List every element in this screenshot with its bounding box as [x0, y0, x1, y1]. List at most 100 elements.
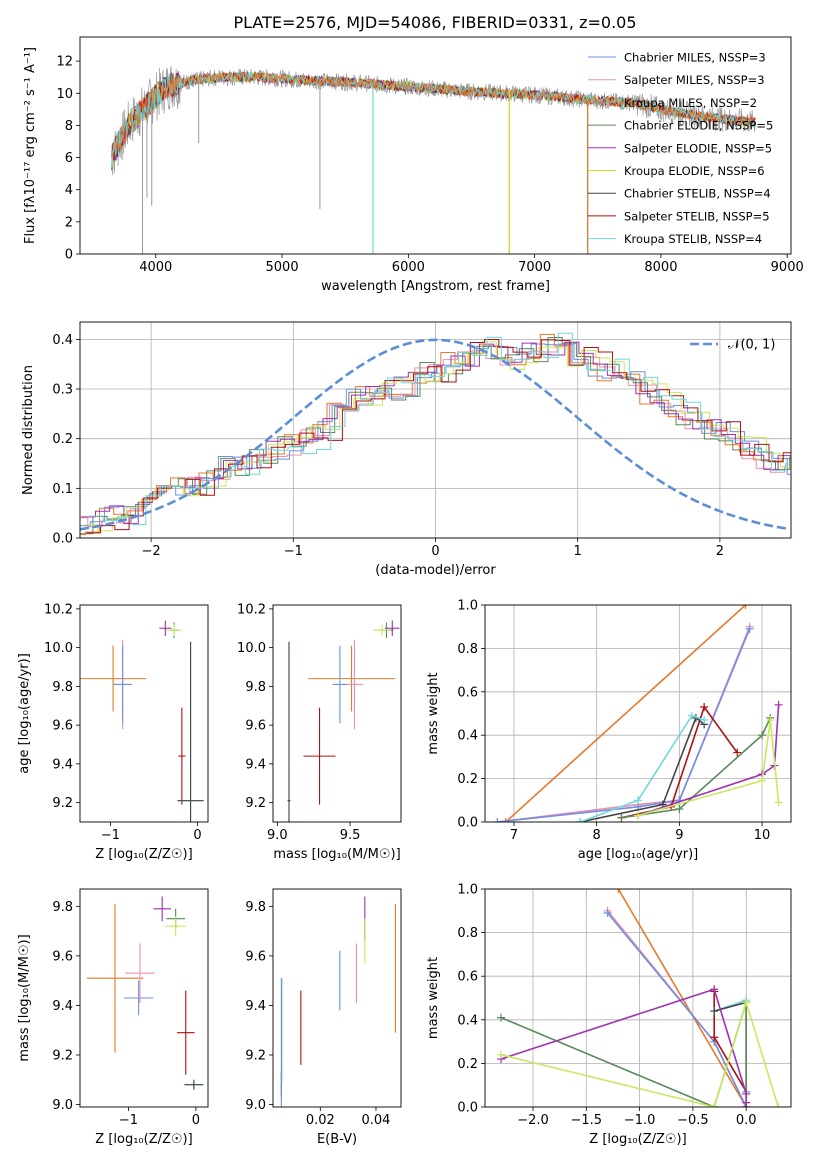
y-tick-label: 0.2 — [52, 432, 73, 447]
x-tick-label: 0.04 — [361, 1113, 390, 1128]
x-axis-label: Z [log₁₀(Z/Z☉)] — [95, 847, 192, 862]
series-marker-lime — [766, 716, 775, 725]
series-marker-chabrier_miles — [493, 818, 502, 822]
series-marker-lime — [758, 776, 767, 785]
plot-area-residual_histogram — [80, 332, 791, 536]
legend-entry: Chabrier MILES, NSSP=3 — [624, 51, 766, 65]
y-tick-label: 0.0 — [457, 1101, 478, 1116]
figure-title: PLATE=2576, MJD=54086, FIBERID=0331, z=0… — [233, 13, 636, 32]
series-marker-chabrier_stelib — [710, 1007, 719, 1016]
x-tick-label: 4000 — [139, 260, 172, 275]
legend-entry: Salpeter MILES, NSSP=3 — [624, 73, 765, 87]
series-marker-lime — [710, 1103, 719, 1107]
series-marker-chabrier_elodie — [496, 1013, 505, 1022]
series-line-chabrier_miles — [606, 912, 747, 1107]
y-tick-label: 10.0 — [44, 641, 73, 656]
series-line-salpeter_elodie — [500, 988, 747, 1103]
x-tick-label: 9.5 — [340, 828, 361, 843]
x-tick-label: −2 — [142, 544, 161, 559]
legend-entry: Chabrier STELIB, NSSP=4 — [624, 187, 771, 201]
panel-spectrum: 4000 5000 6000 7000 8000 9000 0 2 4 6 8 10 12 wavelen… — [23, 36, 804, 294]
y-axis-label: mass weight — [426, 672, 441, 754]
series-line-salpeter_miles — [497, 626, 751, 822]
y-tick-label: 1.0 — [457, 883, 478, 898]
x-tick-label: 0.02 — [306, 1113, 335, 1128]
x-tick-label: −1.0 — [624, 1113, 656, 1128]
x-tick-label: 0 — [193, 828, 201, 843]
y-tick-label: 0.8 — [457, 926, 478, 941]
axes-frame — [272, 888, 402, 1108]
y-tick-label: 9.8 — [245, 680, 266, 695]
x-tick-label: −1.5 — [571, 1113, 603, 1128]
axes-frame — [79, 604, 209, 823]
y-tick-label: 0.3 — [52, 383, 73, 398]
x-tick-label: 8000 — [644, 260, 677, 275]
histogram-steps-salpeter_miles — [80, 344, 791, 528]
series-line-chabrier_elodie — [621, 717, 772, 819]
x-axis-label: mass [log₁₀(M/M☉)] — [273, 847, 400, 862]
x-tick-label: 7000 — [518, 260, 551, 275]
panel-mass_vs_Z: −1 0 9.0 9.2 9.4 9.6 9.8 Z [log₁₀(Z/Z☉)] mass [l… — [17, 888, 209, 1147]
series-marker-salpeter_elodie — [710, 985, 719, 994]
plot-area-spectrum — [111, 65, 756, 254]
y-tick-label: 9.6 — [52, 719, 73, 734]
x-tick-label: −1 — [101, 828, 120, 843]
gaussian-curve — [80, 338, 789, 531]
x-axis-label: Z [log₁₀(Z/Z☉)] — [95, 1132, 192, 1147]
series-marker-chabrier_miles — [603, 908, 612, 917]
series-marker-lime — [742, 998, 751, 1007]
x-tick-label: 0.0 — [736, 1113, 757, 1128]
x-tick-label: 9.0 — [267, 828, 288, 843]
series-marker-chabrier_elodie — [758, 731, 767, 740]
y-tick-label: 9.2 — [52, 1048, 73, 1063]
spectrum-model-orange — [111, 71, 756, 156]
x-tick-label: 10 — [754, 828, 771, 843]
series-marker-salpeter_stelib — [733, 748, 742, 757]
x-axis-label: Z [log₁₀(Z/Z☉)] — [589, 1132, 686, 1147]
y-tick-label: 0.8 — [457, 642, 478, 657]
y-tick-label: 10.2 — [237, 602, 266, 617]
x-tick-label: 2 — [716, 544, 724, 559]
series-line-chabrier_miles — [497, 628, 751, 822]
series-line-chabrier_stelib — [579, 716, 705, 822]
series-marker-salpeter_stelib — [710, 1033, 719, 1042]
x-tick-label: 6000 — [392, 260, 425, 275]
histogram-steps-chabrier_miles — [80, 343, 791, 527]
y-tick-label: 8 — [65, 119, 73, 134]
y-tick-label: 2 — [65, 215, 73, 230]
y-axis-label: Normed distribution — [21, 365, 36, 495]
histogram-steps-orange — [80, 333, 791, 536]
y-tick-label: 9.2 — [245, 796, 266, 811]
y-tick-label: 0.6 — [457, 685, 478, 700]
plot-area-age_vs_Z — [80, 620, 204, 822]
y-tick-label: 9.6 — [52, 949, 73, 964]
y-tick-label: 9.6 — [245, 719, 266, 734]
y-tick-label: 9.4 — [52, 999, 73, 1014]
axes-frame — [79, 36, 792, 255]
x-tick-label: 0 — [192, 1113, 200, 1128]
y-tick-label: 9.0 — [245, 1098, 266, 1113]
y-tick-label: 9.8 — [52, 680, 73, 695]
y-tick-label: 1.0 — [457, 599, 478, 614]
panel-mass_weight_vs_age: 7 8 9 10 0.0 0.2 0.4 0.6 0.8 1.0 age [log₁₀(age/yr… — [426, 599, 792, 862]
y-tick-label: 10 — [56, 87, 73, 102]
y-tick-label: 10.2 — [44, 602, 73, 617]
y-tick-label: 9.4 — [245, 757, 266, 772]
series-line-salpeter_elodie — [637, 704, 780, 817]
y-tick-label: 0.2 — [457, 1057, 478, 1072]
x-tick-label: 8 — [593, 828, 601, 843]
series-marker-chabrier_elodie — [675, 804, 684, 813]
legend-entry: Chabrier ELODIE, NSSP=5 — [624, 119, 773, 133]
panel-age_vs_Z: −1 0 9.2 9.4 9.6 9.8 10.0 10.2 Z [log₁₀(Z/Z☉)] ag… — [17, 602, 209, 862]
y-tick-label: 9.2 — [245, 1048, 266, 1063]
y-tick-label: 9.2 — [52, 796, 73, 811]
histogram-steps-kroupa_stelib — [89, 332, 791, 525]
y-tick-label: 0.1 — [52, 482, 73, 497]
series-marker-chabrier_miles — [745, 624, 754, 633]
y-tick-label: 0.0 — [52, 532, 73, 547]
series-marker-lime — [774, 1103, 783, 1107]
series-marker-kroupa_stelib — [700, 716, 709, 725]
x-tick-label: −1 — [284, 544, 303, 559]
y-tick-label: 9.8 — [245, 900, 266, 915]
legend-entry: 𝒩(0, 1) — [728, 338, 775, 353]
